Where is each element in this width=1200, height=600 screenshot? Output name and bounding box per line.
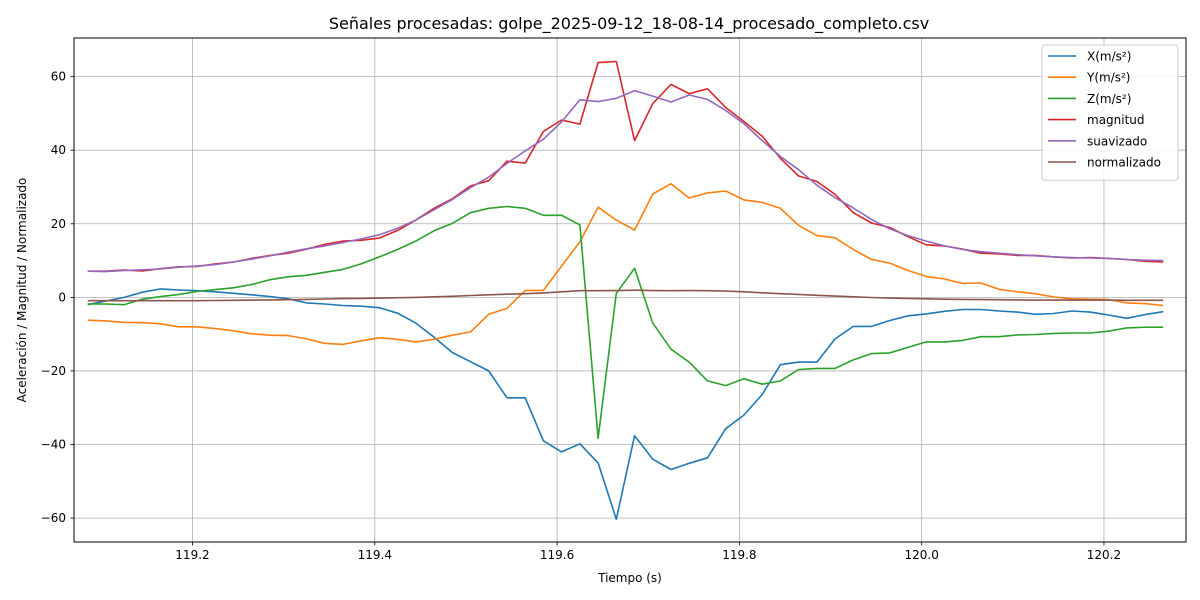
series-line-1 [87,182,1164,346]
plot-frame [73,37,1187,543]
legend-label: Y(m/s²) [1086,71,1131,85]
y-tick-label: 20 [51,217,66,231]
legend-label: magnitud [1087,113,1145,127]
x-tick-label: 120.0 [904,548,938,562]
x-axis-ticks: 119.2 119.4 119.6 119.8 120.0 120.2 [175,542,1121,562]
y-tick-label: 60 [51,70,66,84]
y-axis-ticks: −60 −40 −20 0 20 40 60 [41,70,74,525]
legend-label: X(m/s²) [1087,50,1131,64]
x-tick-label: 119.6 [540,548,574,562]
y-tick-label: −40 [41,438,66,452]
y-tick-label: 0 [58,290,66,304]
x-tick-label: 119.2 [175,548,209,562]
series-line-0 [87,288,1164,520]
legend: X(m/s²) Y(m/s²) Z(m/s²) magnitud suavizado no… [1041,44,1179,181]
x-tick-label: 119.4 [358,548,392,562]
series-line-5 [87,289,1164,302]
series-line-4 [87,89,1164,273]
chart-title: Señales procesadas: golpe_2025-09-12_18-… [329,14,929,34]
series-line-2 [87,205,1164,440]
legend-label: normalizado [1087,156,1161,170]
y-tick-label: −20 [41,364,66,378]
x-tick-label: 120.2 [1087,548,1121,562]
legend-label: Z(m/s²) [1087,92,1131,106]
x-tick-label: 119.8 [722,548,756,562]
y-tick-label: 40 [51,143,66,157]
y-tick-label: −60 [41,511,66,525]
legend-box [1041,44,1179,181]
legend-label: suavizado [1087,134,1147,148]
x-axis-label: Tiempo (s) [597,571,662,585]
series-lines [87,60,1164,520]
y-axis-label: Aceleración / Magnitud / Normalizado [15,178,29,403]
